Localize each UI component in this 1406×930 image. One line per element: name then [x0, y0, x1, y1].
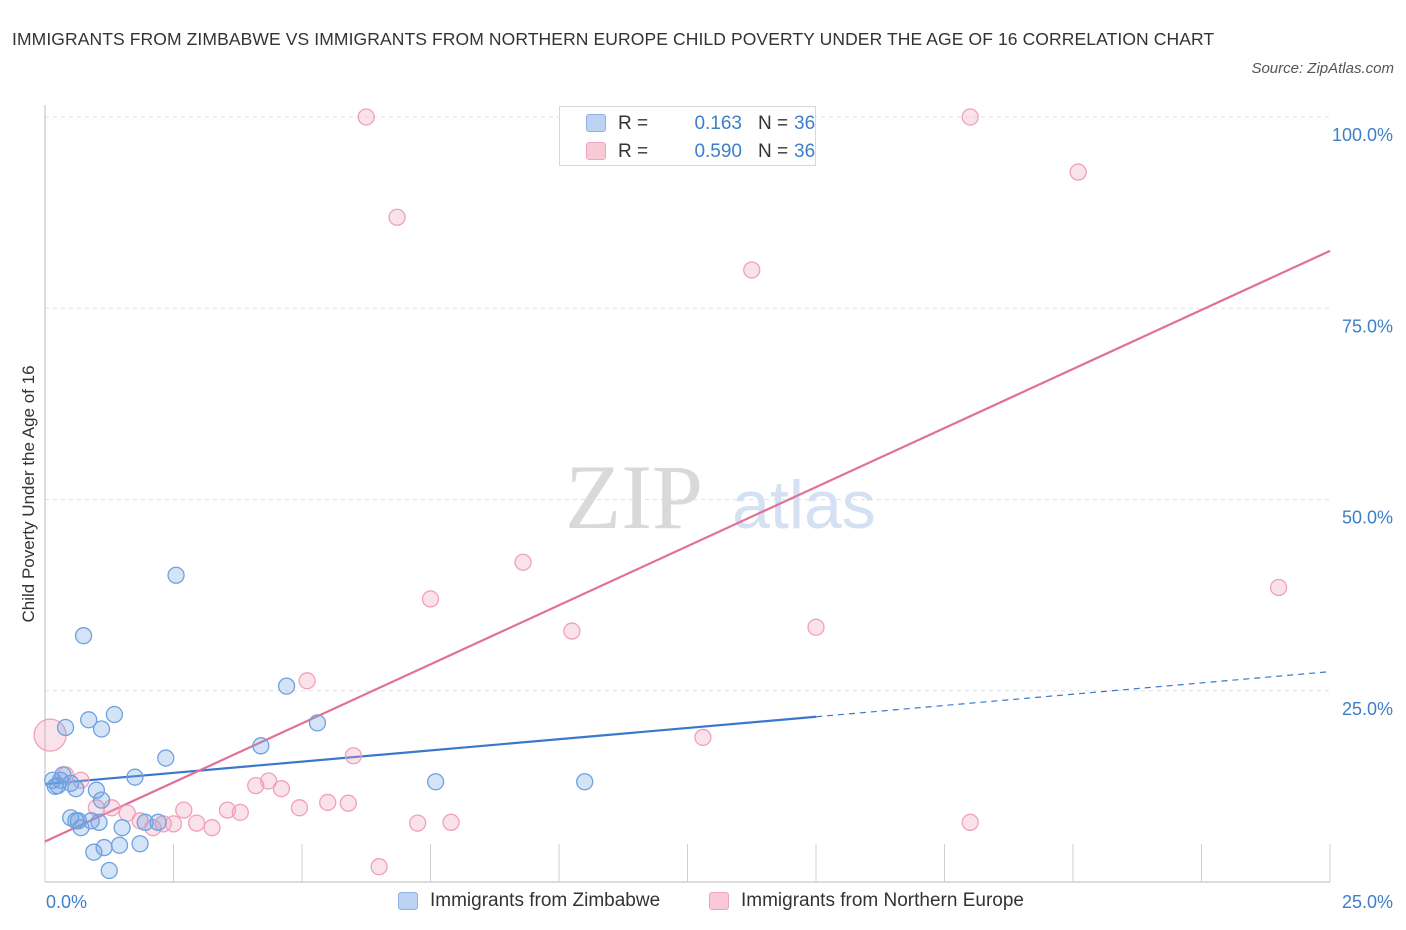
y-tick-label: 75.0% [1342, 316, 1393, 336]
y-tick-label: 25.0% [1342, 699, 1393, 719]
point-northern-europe [72, 771, 90, 789]
point-zimbabwe [105, 705, 124, 724]
x-tick-label: 0.0% [46, 892, 87, 912]
series-legend: Immigrants from Zimbabwe Immigrants from… [0, 890, 1406, 914]
point-zimbabwe [72, 819, 90, 837]
point-northern-europe [1069, 163, 1087, 181]
point-northern-europe [175, 801, 193, 819]
point-northern-europe [231, 803, 249, 822]
point-northern-europe [339, 794, 357, 812]
point-northern-europe [442, 813, 460, 831]
correlation-legend: R = 0.163 N = 36 R = 0.590 N = 36 [559, 106, 816, 166]
point-northern-europe [961, 813, 979, 831]
watermark-zip: ZIP [565, 446, 703, 548]
point-zimbabwe [277, 677, 296, 695]
trend-line-zimbabwe-extension [815, 671, 1331, 718]
point-zimbabwe [136, 813, 154, 831]
point-northern-europe [357, 108, 375, 126]
grid-lines [45, 116, 1330, 692]
trend-line-northern-europe [44, 249, 1331, 843]
point-zimbabwe [100, 861, 118, 880]
watermark-atlas: atlas [732, 467, 876, 543]
r-value-zimbabwe: 0.163 [694, 113, 742, 134]
point-zimbabwe [80, 711, 98, 729]
point-northern-europe [344, 747, 363, 765]
scatter-points [33, 108, 1288, 880]
n-label: N = [758, 141, 789, 162]
legend-label-zimbabwe: Immigrants from Zimbabwe [430, 890, 661, 911]
y-axis-label: Child Poverty Under the Age of 16 [19, 365, 38, 622]
point-zimbabwe [67, 780, 85, 798]
point-northern-europe [259, 772, 278, 790]
legend-label-northern-europe: Immigrants from Northern Europe [741, 890, 1024, 911]
point-zimbabwe [87, 781, 106, 799]
point-zimbabwe [149, 813, 167, 831]
y-tick-label: 100.0% [1332, 125, 1393, 145]
point-northern-europe [807, 618, 825, 636]
legend-swatch-zimbabwe [398, 892, 418, 910]
point-northern-europe [388, 208, 406, 226]
point-zimbabwe [95, 838, 113, 857]
x-tick-label: 25.0% [1342, 892, 1393, 912]
point-northern-europe [408, 814, 427, 832]
point-zimbabwe [167, 566, 185, 584]
point-zimbabwe [92, 720, 111, 738]
point-zimbabwe [74, 627, 93, 645]
point-zimbabwe [69, 812, 88, 830]
source-label: Source: ZipAtlas.com [1251, 60, 1394, 77]
point-zimbabwe [252, 737, 270, 755]
n-label: N = [758, 113, 789, 134]
legend-swatch-northern-europe [709, 892, 729, 910]
n-value-northern-europe: 36 [794, 141, 816, 162]
point-zimbabwe [126, 768, 144, 786]
point-zimbabwe [576, 773, 594, 791]
legend-swatch-northern-europe [586, 142, 606, 160]
legend-swatch-zimbabwe [586, 114, 606, 132]
point-northern-europe [421, 590, 440, 608]
point-zimbabwe [113, 819, 131, 837]
point-northern-europe [319, 793, 337, 812]
r-value-northern-europe: 0.590 [694, 141, 742, 162]
point-zimbabwe [85, 843, 103, 861]
point-northern-europe [247, 776, 265, 795]
axes [44, 105, 1331, 883]
trend-lines [44, 249, 1331, 843]
point-northern-europe [290, 799, 309, 817]
chart-title: IMMIGRANTS FROM ZIMBABWE VS IMMIGRANTS F… [12, 29, 1215, 49]
point-zimbabwe [49, 776, 67, 795]
point-northern-europe [961, 108, 979, 126]
point-northern-europe [1269, 578, 1288, 597]
point-zimbabwe [92, 791, 111, 809]
point-northern-europe [187, 814, 206, 832]
tick-labels: 25.0% 50.0% 75.0% 100.0% 0.0% 25.0% [46, 125, 1393, 912]
y-tick-label: 50.0% [1342, 508, 1393, 528]
point-northern-europe [164, 815, 183, 833]
point-zimbabwe [54, 766, 72, 784]
point-northern-europe [272, 780, 291, 798]
point-northern-europe [743, 261, 761, 279]
point-zimbabwe [131, 835, 149, 853]
point-northern-europe [370, 858, 388, 876]
point-northern-europe [694, 728, 712, 747]
point-zimbabwe [157, 749, 175, 767]
point-northern-europe [203, 819, 221, 837]
trend-line-zimbabwe [44, 715, 817, 786]
point-zimbabwe [110, 836, 129, 854]
point-northern-europe [298, 672, 316, 690]
point-zimbabwe [56, 718, 75, 737]
r-label: R = [618, 113, 649, 134]
point-zimbabwe [308, 714, 327, 732]
point-northern-europe [514, 553, 532, 571]
point-zimbabwe [90, 813, 108, 831]
n-value-zimbabwe: 36 [794, 113, 816, 134]
point-northern-europe [218, 801, 237, 819]
point-zimbabwe [426, 773, 445, 791]
point-northern-europe [563, 622, 581, 640]
r-label: R = [618, 141, 649, 162]
